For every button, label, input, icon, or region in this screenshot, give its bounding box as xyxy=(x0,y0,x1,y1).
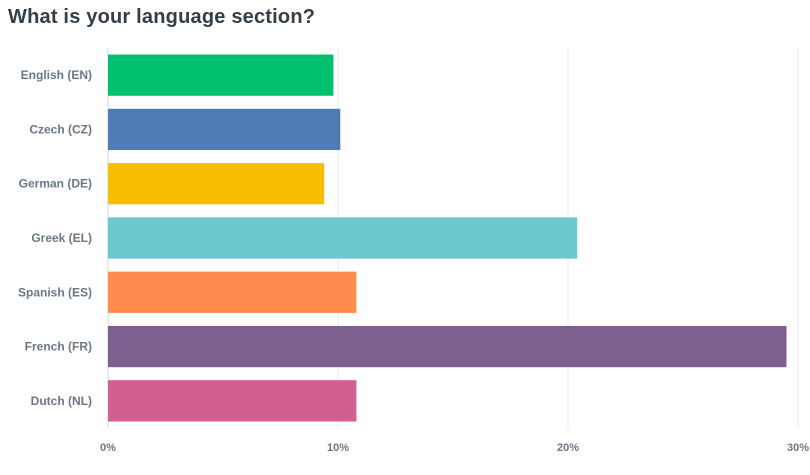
x-tick-label: 20% xyxy=(557,442,579,454)
bar-spanish-es xyxy=(108,271,357,313)
bar-german-de xyxy=(108,163,325,205)
category-label: Czech (CZ) xyxy=(29,122,92,136)
bar-french-fr xyxy=(108,325,787,368)
x-tick-label: 0% xyxy=(100,442,116,454)
chart-title: What is your language section? xyxy=(8,6,316,28)
bar-dutch-nl xyxy=(108,380,357,422)
category-label: Dutch (NL) xyxy=(31,394,92,408)
category-labels: English (EN) Czech (CZ) German (DE) Greek (… xyxy=(18,68,92,408)
bar-english-en xyxy=(108,54,334,96)
bars xyxy=(108,54,787,422)
x-tick-label: 30% xyxy=(787,442,809,454)
x-tick-label: 10% xyxy=(327,442,349,454)
category-label: Spanish (ES) xyxy=(18,285,92,299)
category-label: French (FR) xyxy=(25,340,92,354)
bar-greek-el xyxy=(108,217,578,259)
bar-czech-cz xyxy=(108,108,341,151)
x-tick-labels: 0% 10% 20% 30% xyxy=(100,442,809,454)
category-label: English (EN) xyxy=(21,68,92,82)
category-label: German (DE) xyxy=(19,177,92,191)
category-label: Greek (EL) xyxy=(31,231,92,245)
